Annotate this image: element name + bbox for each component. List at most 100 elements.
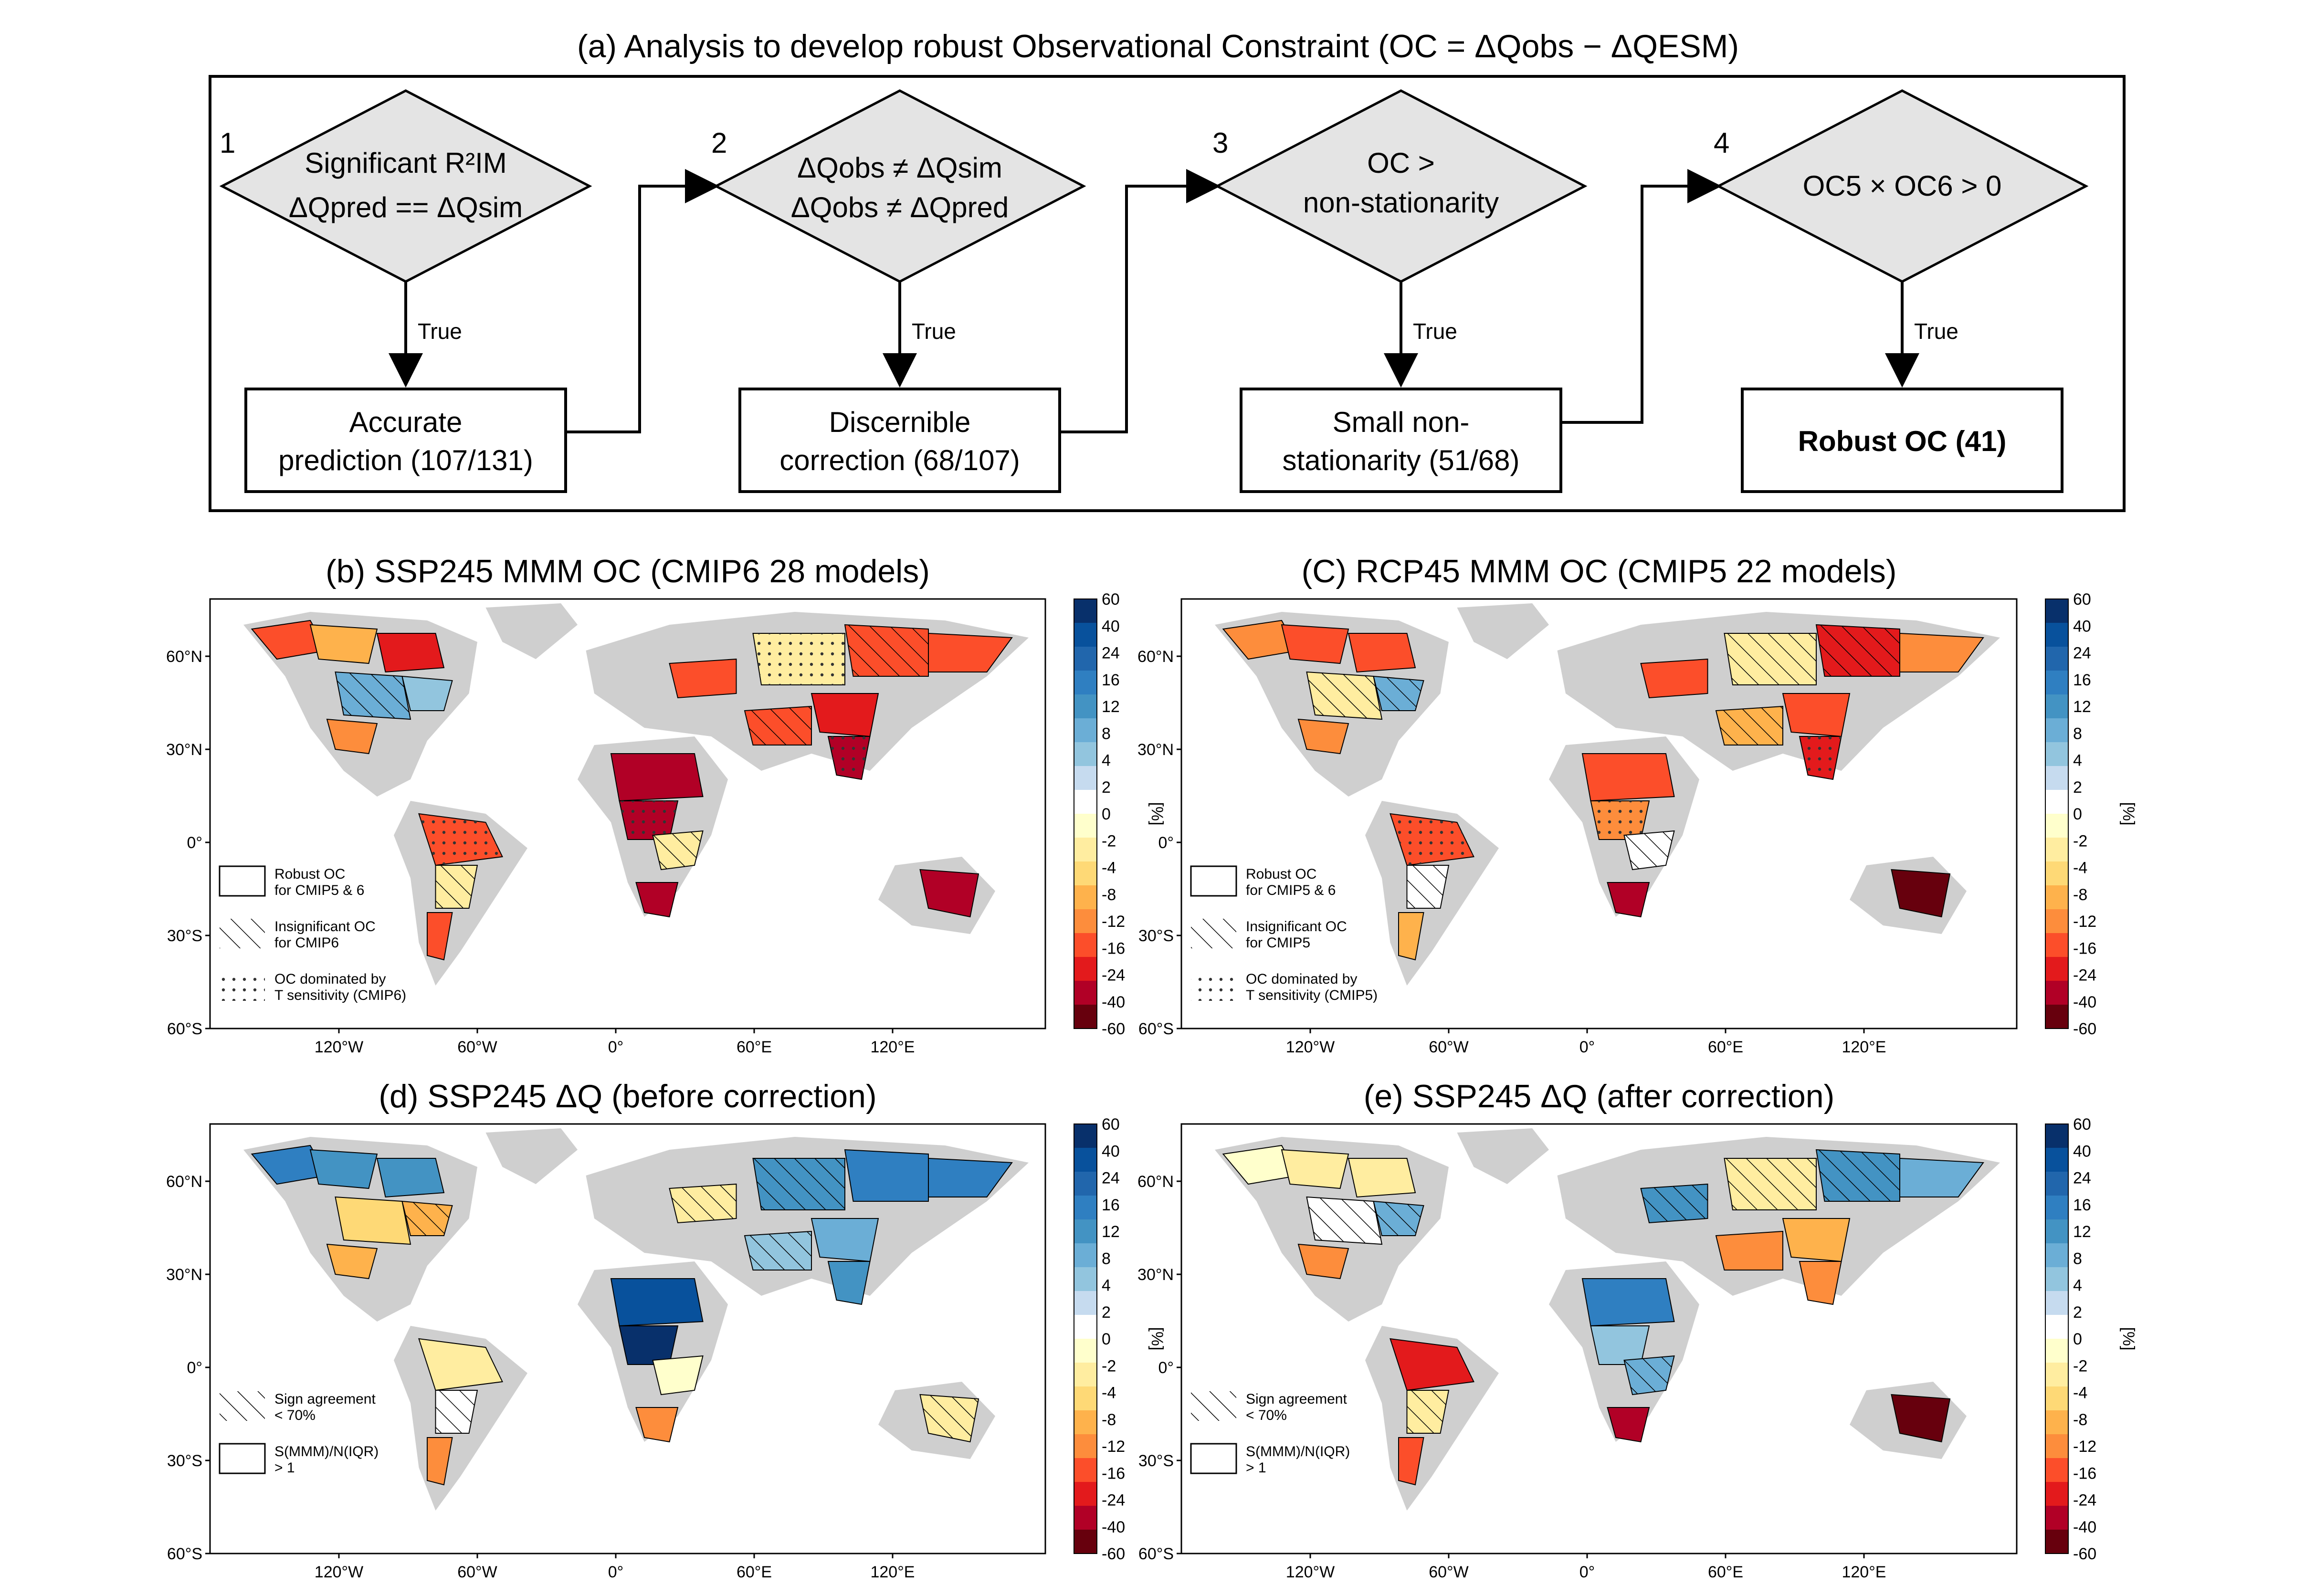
basin-hatch-c-13 bbox=[1724, 633, 1816, 685]
legend-swatch-hatch-b bbox=[220, 919, 265, 948]
colorbar-tick-b-16: -60 bbox=[1102, 1020, 1125, 1038]
basin-dots-c-10 bbox=[1590, 801, 1649, 840]
step-3-condition-line1: OC > bbox=[1367, 147, 1435, 179]
basin-d-8 bbox=[427, 1437, 453, 1486]
basin-d-2 bbox=[376, 1158, 445, 1198]
legend-label-hatch-e-1: < 70% bbox=[1246, 1407, 1287, 1423]
step-2-decision bbox=[713, 89, 1086, 283]
lat-tick-c-1: 30°N bbox=[1137, 741, 1174, 759]
colorbar-tick-c-0: 60 bbox=[2073, 590, 2091, 609]
basin-hatch-e-14 bbox=[1816, 1150, 1900, 1201]
colorbar-swatch-e-3 bbox=[2045, 1196, 2068, 1220]
basin-d-18 bbox=[811, 1218, 879, 1262]
colorbar-tick-d-15: -40 bbox=[1102, 1518, 1125, 1536]
colorbar-swatch-e-8 bbox=[2045, 1315, 2068, 1339]
basin-hatch-d-16 bbox=[669, 1184, 737, 1223]
colorbar-tick-d-7: 2 bbox=[1102, 1303, 1111, 1322]
lon-tick-e-1: 60°W bbox=[1429, 1563, 1469, 1581]
colorbar-swatch-e-10 bbox=[2045, 1363, 2068, 1387]
basin-dots-b-13 bbox=[753, 633, 845, 685]
colorbar-tick-b-12: -12 bbox=[1102, 913, 1125, 931]
colorbar-swatch-e-7 bbox=[2045, 1291, 2068, 1315]
colorbar-swatch-e-6 bbox=[2045, 1267, 2068, 1292]
basin-e-2 bbox=[1347, 1158, 1416, 1198]
lat-tick-c-2: 0° bbox=[1158, 834, 1174, 852]
lat-tick-e-2: 0° bbox=[1158, 1359, 1174, 1377]
lon-tick-d-2: 0° bbox=[608, 1563, 624, 1581]
colorbar-tick-c-3: 16 bbox=[2073, 671, 2091, 689]
legend-swatch-dots-c bbox=[1191, 971, 1236, 1001]
lon-tick-b-1: 60°W bbox=[457, 1038, 497, 1056]
land-c-1 bbox=[1457, 603, 1549, 659]
colorbar-swatch-d-15 bbox=[1074, 1482, 1097, 1506]
legend-swatch-robust-c bbox=[1190, 865, 1237, 897]
colorbar-tick-d-10: -4 bbox=[1102, 1384, 1116, 1402]
colorbar-swatch-c-14 bbox=[2045, 933, 2068, 957]
colorbar-tick-d-1: 40 bbox=[1102, 1142, 1120, 1160]
legend-label-hatch-e-0: Sign agreement bbox=[1246, 1391, 1347, 1407]
lat-tick-e-4: 60°S bbox=[1138, 1545, 1174, 1563]
basin-b-15 bbox=[928, 632, 1013, 672]
colorbar-swatch-c-4 bbox=[2045, 694, 2068, 719]
colorbar-swatch-c-0 bbox=[2045, 599, 2068, 623]
colorbar-tick-e-1: 40 bbox=[2073, 1142, 2091, 1160]
colorbar-frame-b bbox=[1074, 598, 1097, 1029]
basin-b-9 bbox=[610, 753, 704, 802]
colorbar-unit-c: [%] bbox=[2119, 802, 2137, 825]
colorbar-tick-d-14: -24 bbox=[1102, 1491, 1125, 1510]
lon-tick-e-3: 60°E bbox=[1708, 1563, 1743, 1581]
basin-b-20 bbox=[919, 869, 979, 918]
legend-label-hatch-b-0: Insignificant OC bbox=[274, 919, 376, 934]
lat-tick-b-4: 60°S bbox=[167, 1020, 202, 1038]
basin-hatch-c-4 bbox=[1373, 676, 1424, 711]
colorbar-swatch-b-11 bbox=[1074, 861, 1097, 886]
lat-tick-d-0: 60°N bbox=[166, 1173, 202, 1191]
colorbar-tick-d-12: -12 bbox=[1102, 1438, 1125, 1456]
basin-c-12 bbox=[1607, 882, 1650, 918]
colorbar-swatch-d-9 bbox=[1074, 1339, 1097, 1363]
basin-dots-c-6 bbox=[1390, 814, 1474, 865]
basin-b-1 bbox=[309, 624, 378, 664]
basin-e-9 bbox=[1581, 1278, 1675, 1327]
basin-c-20 bbox=[1891, 869, 1951, 918]
colorbar-swatch-b-8 bbox=[1074, 790, 1097, 814]
legend-label-robust-c-1: for CMIP5 & 6 bbox=[1246, 882, 1336, 898]
colorbar-swatch-b-5 bbox=[1074, 718, 1097, 743]
colorbar-swatch-c-10 bbox=[2045, 838, 2068, 862]
basin-e-20 bbox=[1891, 1394, 1951, 1443]
lon-tick-e-2: 0° bbox=[1579, 1563, 1595, 1581]
step-2-edge-label: True bbox=[912, 319, 956, 344]
colorbar-swatch-b-2 bbox=[1074, 647, 1097, 671]
lon-tick-d-1: 60°W bbox=[457, 1563, 497, 1581]
colorbar-swatch-d-4 bbox=[1074, 1219, 1097, 1244]
colorbar-swatch-c-12 bbox=[2045, 885, 2068, 910]
legend-label-robust-c-0: Robust OC bbox=[1246, 866, 1316, 882]
colorbar-swatch-c-6 bbox=[2045, 742, 2068, 766]
colorbar-tick-e-8: 0 bbox=[2073, 1330, 2082, 1348]
lat-tick-d-4: 60°S bbox=[167, 1545, 202, 1563]
lon-tick-e-0: 120°W bbox=[1286, 1563, 1335, 1581]
legend-label-hatch-c-1: for CMIP5 bbox=[1246, 935, 1310, 951]
colorbar-tick-e-16: -60 bbox=[2073, 1545, 2096, 1563]
basin-hatch-e-3 bbox=[1306, 1197, 1382, 1244]
legend-swatch-robust-d bbox=[219, 1443, 266, 1474]
legend-label-dots-b-0: OC dominated by bbox=[274, 971, 386, 987]
colorbar-tick-e-13: -16 bbox=[2073, 1464, 2096, 1482]
basin-hatch-b-3 bbox=[335, 672, 411, 719]
colorbar-swatch-d-1 bbox=[1074, 1148, 1097, 1172]
basin-c-2 bbox=[1347, 633, 1416, 673]
step-3-result-box bbox=[1240, 388, 1562, 493]
colorbar-tick-d-8: 0 bbox=[1102, 1330, 1111, 1348]
lon-tick-d-3: 60°E bbox=[737, 1563, 772, 1581]
basin-hatch-d-7 bbox=[435, 1390, 477, 1433]
basin-c-16 bbox=[1640, 658, 1708, 699]
step-4-result: Robust OC (41) bbox=[1798, 425, 2007, 457]
lat-tick-b-3: 30°S bbox=[167, 927, 202, 945]
lon-tick-c-4: 120°E bbox=[1842, 1038, 1886, 1056]
colorbar-tick-b-10: -4 bbox=[1102, 859, 1116, 877]
legend-label-robust-d-0: S(MMM)/N(IQR) bbox=[274, 1444, 379, 1460]
connector-2-3 bbox=[1060, 169, 1221, 433]
colorbar-swatch-d-3 bbox=[1074, 1196, 1097, 1220]
step-4-edge-label: True bbox=[1914, 319, 1958, 344]
colorbar-swatch-e-13 bbox=[2045, 1434, 2068, 1459]
